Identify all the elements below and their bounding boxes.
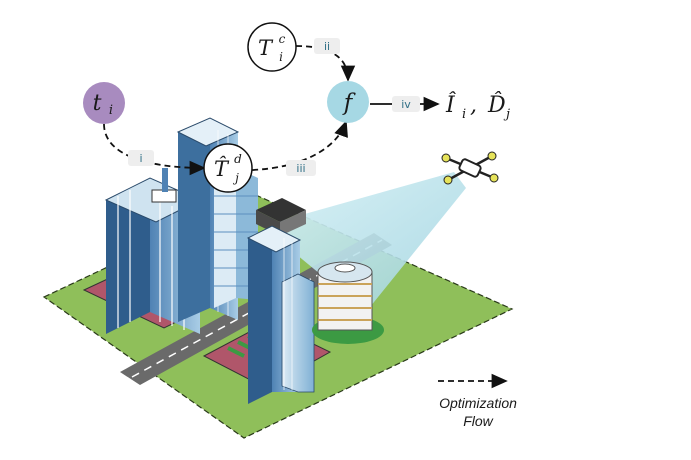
legend-line-1: Optimization (439, 395, 517, 411)
svg-text:i: i (462, 107, 466, 122)
svg-text:T̂: T̂ (214, 157, 230, 181)
svg-text:f: f (342, 90, 356, 116)
svg-text:iii: iii (296, 162, 305, 175)
svg-text:iv: iv (401, 98, 411, 111)
node-t-d: T̂ d j (203, 143, 253, 193)
node-t-i: t i (83, 82, 125, 124)
camera-beam (262, 172, 466, 312)
legend-line-2: Flow (463, 413, 493, 429)
building-d (246, 225, 315, 404)
svg-text:d: d (234, 152, 242, 166)
node-t-c: T c i (247, 22, 297, 72)
optimization-flow: i ii iii iv t i T c i T̂ (83, 22, 510, 193)
svg-text:Î: Î (445, 91, 456, 118)
step-label-iii: iii (286, 160, 316, 176)
svg-text:ii: ii (324, 40, 330, 53)
svg-text:j: j (503, 107, 510, 122)
edge-ii (295, 45, 356, 82)
building-e (312, 261, 384, 344)
svg-text:i: i (279, 50, 283, 64)
svg-text:T: T (258, 36, 274, 60)
city-illustration (42, 117, 514, 439)
svg-text:t: t (93, 91, 102, 116)
building-small (256, 198, 306, 222)
edge-iii (251, 120, 348, 171)
building-c (214, 168, 258, 308)
svg-text:D̂: D̂ (487, 92, 506, 118)
edge-i (103, 123, 206, 176)
output-estimates: Î i , D̂ j (445, 91, 510, 122)
svg-text:j: j (232, 171, 239, 185)
svg-text:i: i (139, 152, 142, 165)
step-label-i: i (128, 150, 154, 166)
svg-text:i: i (109, 103, 113, 118)
step-label-iv: iv (392, 96, 420, 112)
drone-icon (441, 151, 499, 185)
legend: Optimization Flow (438, 373, 517, 429)
step-label-ii: ii (314, 38, 340, 54)
svg-text:c: c (279, 32, 286, 46)
svg-text:,: , (470, 93, 477, 118)
node-f: f (327, 81, 369, 123)
